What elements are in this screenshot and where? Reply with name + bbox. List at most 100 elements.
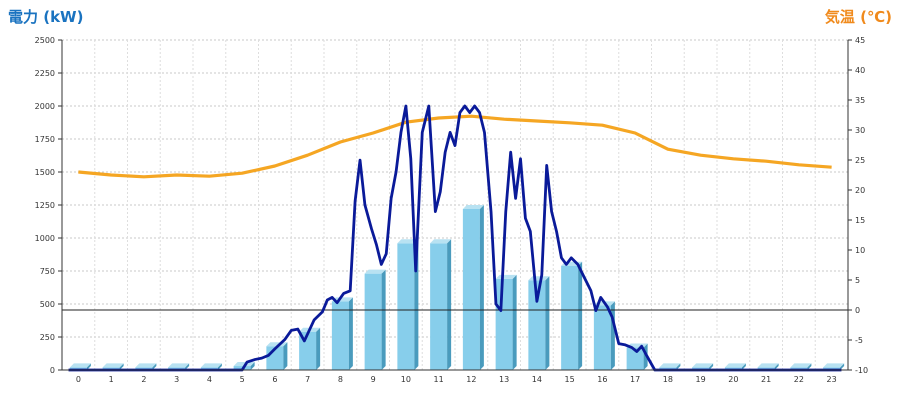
x-tick-label: 7 (305, 375, 310, 384)
power-bar-side (578, 261, 583, 370)
power-bar-top (495, 274, 517, 279)
x-tick-label: 3 (174, 375, 179, 384)
right-tick-label: 25 (855, 156, 865, 165)
power-bar-side (316, 327, 321, 370)
power-bar-top (692, 363, 714, 368)
left-tick-label: 500 (40, 300, 55, 309)
power-bar-front (430, 243, 448, 370)
power-bar-side (709, 363, 714, 370)
power-bar-top (724, 363, 746, 368)
x-tick-label: 9 (371, 375, 376, 384)
temperature-line (78, 114, 832, 179)
power-bar-front (495, 278, 513, 370)
power-bar-front (528, 280, 546, 370)
left-tick-label: 750 (40, 267, 55, 276)
power-bar-side (381, 269, 386, 370)
power-bar (364, 269, 386, 370)
power-bar-side (774, 363, 779, 370)
power-bar-front (593, 305, 611, 370)
x-tick-label: 17 (630, 375, 640, 384)
power-bar (495, 274, 517, 370)
power-bar-side (217, 363, 222, 370)
power-bar-top (823, 363, 845, 368)
power-bar-front (331, 301, 349, 370)
power-bar-top (364, 269, 386, 274)
x-tick-label: 19 (696, 375, 706, 384)
power-bar-side (545, 276, 550, 370)
right-tick-label: 45 (855, 36, 865, 45)
grid-lines (62, 39, 848, 370)
tick-labels: 02505007501000125015001750200022502500-1… (35, 36, 868, 384)
x-tick-label: 21 (761, 375, 771, 384)
power-bars (69, 204, 845, 370)
power-bar (331, 297, 353, 370)
x-tick-label: 8 (338, 375, 343, 384)
power-line (68, 104, 842, 372)
power-bar-side (283, 342, 288, 370)
power-bar-top (430, 239, 452, 244)
left-tick-label: 1250 (35, 201, 55, 210)
right-tick-label: -5 (855, 336, 863, 345)
power-bar-top (659, 363, 681, 368)
x-tick-label: 12 (466, 375, 476, 384)
x-tick-label: 11 (434, 375, 444, 384)
right-tick-label: 40 (855, 66, 865, 75)
power-bar-side (348, 297, 353, 370)
power-bar-top (233, 362, 255, 367)
x-tick-label: 22 (794, 375, 804, 384)
power-bar-side (512, 274, 517, 370)
power-bar (430, 239, 452, 370)
x-tick-label: 14 (532, 375, 542, 384)
power-bar-front (364, 273, 382, 370)
right-tick-label: 0 (855, 306, 860, 315)
power-bar-top (790, 363, 812, 368)
left-tick-label: 2500 (35, 36, 55, 45)
power-bar-top (102, 363, 124, 368)
power-bar-side (185, 363, 190, 370)
power-bar-front (626, 347, 644, 370)
x-tick-label: 1 (109, 375, 114, 384)
power-bar-side (152, 363, 157, 370)
power-bar (593, 301, 615, 370)
power-bar-front (561, 265, 579, 370)
x-tick-label: 4 (207, 375, 212, 384)
x-tick-label: 23 (827, 375, 837, 384)
right-axis-title: 気温 (℃) (825, 8, 892, 26)
left-axis-title: 電力 (kW) (8, 8, 83, 26)
x-tick-label: 0 (76, 375, 81, 384)
power-bar (462, 204, 484, 370)
x-tick-label: 20 (728, 375, 738, 384)
right-tick-label: 5 (855, 276, 860, 285)
left-tick-label: 1500 (35, 168, 55, 177)
right-tick-label: 30 (855, 126, 865, 135)
power-bar (528, 276, 550, 370)
power-bar-top (462, 204, 484, 209)
power-bar-top (69, 363, 91, 368)
right-tick-label: -10 (855, 366, 868, 375)
x-tick-label: 15 (565, 375, 575, 384)
power-bar-side (741, 363, 746, 370)
power-bar-front (397, 243, 415, 370)
left-tick-label: 250 (40, 333, 55, 342)
power-bar-side (86, 363, 91, 370)
power-bar-top (135, 363, 157, 368)
power-bar-side (676, 363, 681, 370)
power-bar-top (168, 363, 190, 368)
power-bar-top (200, 363, 222, 368)
right-tick-label: 35 (855, 96, 865, 105)
power-bar (561, 261, 583, 370)
power-bar-side (840, 363, 845, 370)
power-bar-side (119, 363, 124, 370)
right-tick-label: 20 (855, 186, 865, 195)
x-tick-label: 5 (240, 375, 245, 384)
power-bar-side (447, 239, 452, 370)
x-tick-label: 6 (272, 375, 277, 384)
power-bar-side (479, 204, 484, 370)
power-bar-side (250, 362, 255, 370)
x-tick-label: 2 (141, 375, 146, 384)
right-tick-label: 15 (855, 216, 865, 225)
left-tick-label: 1750 (35, 135, 55, 144)
x-tick-label: 18 (663, 375, 673, 384)
left-tick-label: 2250 (35, 69, 55, 78)
axes (58, 39, 852, 371)
